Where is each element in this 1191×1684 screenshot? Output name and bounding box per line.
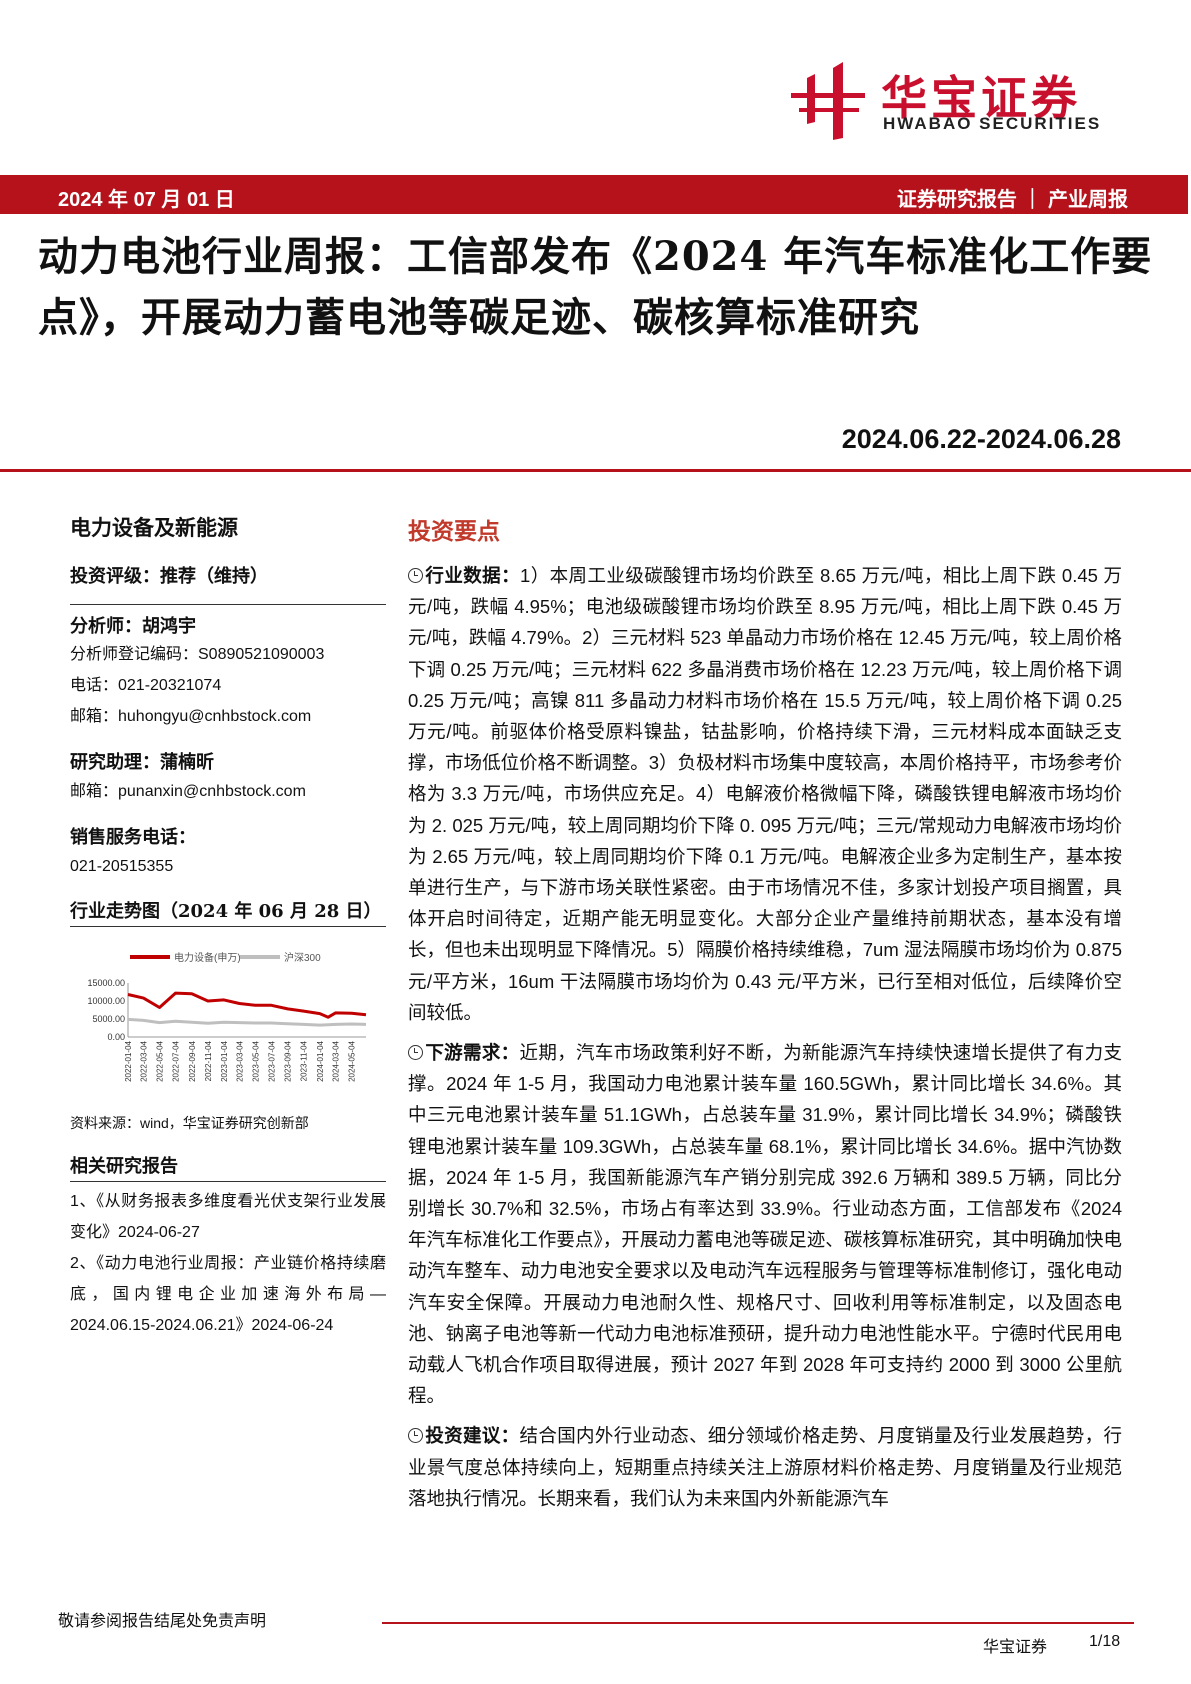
y-tick-label: 10000.00	[87, 996, 125, 1006]
hwabao-logo-icon	[791, 62, 865, 140]
clock-bullet-icon	[408, 1428, 423, 1444]
related-report-link[interactable]: 2、《动力电池行业周报：产业链价格持续磨底，国内锂电企业加速海外布局—2024.…	[70, 1255, 386, 1334]
x-tick-label: 2022-11-04	[204, 1040, 213, 1081]
report-type: 证券研究报告 ｜ 产业周报	[896, 189, 1128, 211]
divider	[70, 1181, 386, 1182]
x-tick-label: 2022-03-04	[139, 1040, 148, 1081]
x-tick-label: 2023-01-04	[220, 1040, 229, 1081]
chart-title: 行业走势图（2024 年 06 月 28 日）	[70, 901, 382, 922]
paragraph-lead: 投资建议：	[425, 1425, 520, 1447]
paragraph-text: 1）本周工业级碳酸锂市场均价跌至 8.65 万元/吨，相比上周下跌 0.45 万…	[408, 565, 1122, 1023]
analyst-email: 邮箱：huhongyu@cnhbstock.com	[70, 708, 312, 725]
x-tick-label: 2022-07-04	[172, 1040, 181, 1081]
assistant-email: 邮箱：punanxin@cnhbstock.com	[70, 783, 306, 800]
x-tick-label: 2024-01-04	[316, 1040, 325, 1081]
y-tick-label: 0.00	[107, 1032, 125, 1042]
sales-phone: 021-20515355	[70, 858, 174, 875]
footer-company: 华宝证券	[983, 1639, 1048, 1656]
analyst-phone: 电话：021-20321074	[70, 677, 222, 694]
y-tick-label: 5000.00	[92, 1014, 125, 1024]
assistant-name: 研究助理：蒲楠昕	[70, 752, 214, 773]
industry-name: 电力设备及新能源	[70, 515, 238, 540]
paragraph-text: 结合国内外行业动态、细分领域价格走势、月度销量及行业发展趋势，行业景气度总体持续…	[408, 1425, 1122, 1509]
header-bar: 2024 年 07 月 01 日 证券研究报告 ｜ 产业周报	[0, 175, 1188, 214]
divider	[0, 469, 1191, 472]
sidebar: 电力设备及新能源 投资评级：推荐（维持） 分析师：胡鸿宇 分析师登记编码：S08…	[70, 512, 386, 1341]
logo-name-en: HWABAO SECURITIES	[883, 114, 1102, 133]
paragraph-text: 近期，汽车市场政策利好不断，为新能源汽车持续快速增长提供了有力支撑。2024 年…	[408, 1042, 1122, 1407]
legend-label: 电力设备(申万)	[174, 951, 241, 964]
rating: 投资评级：推荐（维持）	[70, 566, 268, 587]
series-line	[127, 1017, 367, 1027]
clock-bullet-icon	[408, 1045, 423, 1061]
divider	[70, 926, 386, 927]
clock-bullet-icon	[408, 568, 423, 583]
main-content: 投资要点 行业数据：1）本周工业级碳酸锂市场均价跌至 8.65 万元/吨，相比上…	[408, 512, 1122, 1523]
report-date: 2024 年 07 月 01 日	[58, 189, 235, 211]
date-range: 2024.06.22-2024.06.28	[841, 424, 1121, 454]
page-number: 1/18	[1089, 1633, 1121, 1650]
x-tick-label: 2023-09-04	[284, 1040, 293, 1081]
paragraph-industry-data: 行业数据：1）本周工业级碳酸锂市场均价跌至 8.65 万元/吨，相比上周下跌 0…	[408, 560, 1122, 1028]
paragraph-lead: 下游需求：	[425, 1042, 520, 1064]
x-tick-label: 2023-07-04	[267, 1040, 276, 1081]
report-title: 动力电池行业周报：工信部发布《2024 年汽车标准化工作要点》，开展动力蓄电池等…	[38, 233, 1153, 341]
legend-label: 沪深300	[284, 951, 321, 964]
analyst-reg: 分析师登记编码：S0890521090003	[70, 646, 325, 663]
chart-source: 资料来源：wind，华宝证券研究创新部	[70, 1115, 309, 1131]
x-tick-label: 2023-11-04	[300, 1040, 309, 1081]
industry-trend-chart: 电力设备(申万) 沪深300 15000.00 10000.00 5000.00 0.00…	[87, 951, 367, 1082]
divider	[70, 604, 386, 605]
x-tick-label: 2024-05-04	[348, 1040, 357, 1081]
related-title: 相关研究报告	[70, 1156, 178, 1177]
company-logo: 华宝证券 HWABAO SECURITIES	[789, 60, 1121, 140]
disclaimer-note: 敬请参阅报告结尾处免责声明	[58, 1613, 267, 1630]
paragraph-investment-advice: 投资建议：结合国内外行业动态、细分领域价格走势、月度销量及行业发展趋势，行业景气…	[408, 1420, 1122, 1514]
sales-label: 销售服务电话：	[70, 827, 196, 848]
y-tick-label: 15000.00	[87, 978, 125, 988]
x-tick-label: 2022-01-04	[124, 1040, 133, 1081]
x-tick-label: 2023-03-04	[235, 1040, 244, 1081]
x-tick-label: 2022-05-04	[156, 1040, 165, 1081]
logo-name-cn: 华宝证券	[881, 72, 1081, 124]
x-tick-label: 2022-09-04	[188, 1040, 197, 1081]
x-tick-label: 2023-05-04	[251, 1040, 260, 1081]
x-tick-label: 2024-03-04	[332, 1040, 341, 1081]
related-report-link[interactable]: 1、《从财务报表多维度看光伏支架行业发展变化》2024-06-27	[70, 1193, 386, 1241]
footer-divider	[382, 1622, 1134, 1624]
paragraph-lead: 行业数据：	[425, 565, 521, 586]
paragraph-downstream-demand: 下游需求：近期，汽车市场政策利好不断，为新能源汽车持续快速增长提供了有力支撑。2…	[408, 1037, 1122, 1411]
analyst-name: 分析师：胡鸿宇	[70, 616, 196, 637]
series-line	[127, 991, 367, 1019]
section-heading: 投资要点	[408, 518, 500, 545]
